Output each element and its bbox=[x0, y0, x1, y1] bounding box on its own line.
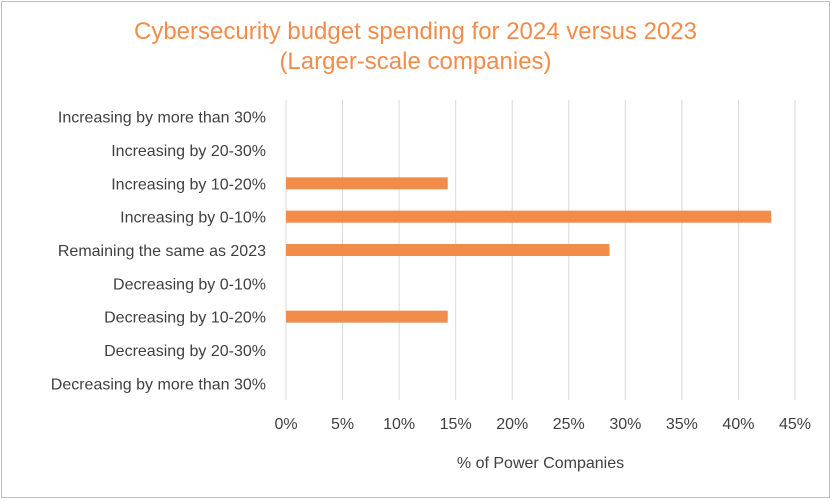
bar bbox=[286, 210, 772, 223]
category-label: Increasing by 0-10% bbox=[120, 210, 266, 227]
category-label: Increasing by more than 30% bbox=[58, 110, 266, 127]
category-label: Increasing by 20-30% bbox=[111, 143, 266, 160]
category-label: Decreasing by 10-20% bbox=[104, 310, 266, 327]
category-label: Decreasing by 0-10% bbox=[113, 276, 266, 293]
x-tick-labels: 0% 5% 10% 15% 20% 25% 30% 35% 40% 45% bbox=[274, 416, 811, 433]
chart-title-line-1: Cybersecurity budget spending for 2024 v… bbox=[133, 18, 697, 45]
x-tick-label: 45% bbox=[779, 416, 811, 433]
x-tick-label: 10% bbox=[383, 416, 415, 433]
category-label: Decreasing by more than 30% bbox=[51, 376, 266, 393]
category-labels: Increasing by more than 30% Increasing by… bbox=[51, 110, 266, 394]
category-label: Decreasing by 20-30% bbox=[104, 343, 266, 360]
x-tick-label: 30% bbox=[609, 416, 641, 433]
x-tick-label: 5% bbox=[331, 416, 354, 433]
x-tick-label: 20% bbox=[496, 416, 528, 433]
bars bbox=[286, 177, 772, 323]
bar bbox=[286, 177, 448, 190]
bar bbox=[286, 244, 610, 256]
category-label: Remaining the same as 2023 bbox=[58, 243, 266, 260]
x-tick-label: 25% bbox=[553, 416, 585, 433]
x-tick-label: 15% bbox=[440, 416, 472, 433]
x-tick-label: 35% bbox=[666, 416, 698, 433]
bar bbox=[286, 310, 448, 323]
x-axis-label: % of Power Companies bbox=[457, 455, 624, 472]
chart-title-line-2: (Larger-scale companies) bbox=[279, 48, 552, 75]
category-label: Increasing by 10-20% bbox=[111, 176, 266, 193]
x-tick-label: 40% bbox=[722, 416, 754, 433]
x-tick-label: 0% bbox=[274, 416, 297, 433]
